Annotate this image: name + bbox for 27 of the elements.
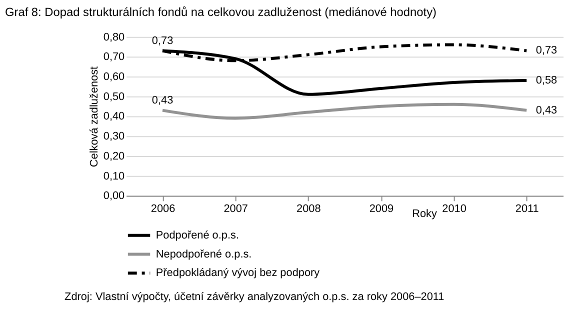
x-axis-title: Roky [412,208,438,220]
legend-label: Nepodpořené o.p.s. [156,248,252,260]
y-axis-title: Celková zadluženost [88,66,100,168]
data-label: 0,43 [152,94,174,106]
x-tick-label: 2010 [442,203,466,216]
y-tick-label: 0,60 [103,71,125,84]
text: Zdroj: Vlastní výpočty, účetní závěrky analyzovaných o.p.s. za roky 2006–2011 [64,290,444,303]
x-tick-label: 2007 [224,203,248,216]
data-label: 0,73 [152,34,174,47]
y-tick-label: 0,70 [103,51,125,64]
x-tick-label: 2011 [515,203,539,216]
x-tick-label: 2006 [150,203,176,216]
data-label: 0,73 [536,44,558,57]
data-label: 0,43 [536,104,558,116]
legend-label: Podpořené o.p.s. [156,229,239,242]
y-tick-label: 0,80 [103,31,125,44]
y-tick-label: 0,50 [103,90,125,103]
y-tick-label: 0,00 [103,190,125,202]
x-tick-label: 2009 [369,203,394,216]
y-tick-label: 0,20 [103,150,125,162]
legend-label: Předpokládaný vývoj bez podpory [156,267,320,280]
y-tick-label: 0,10 [103,170,125,182]
x-tick-label: 2008 [296,203,321,216]
y-tick-label: 0,40 [103,110,125,123]
chart-title: Graf 8: Dopad strukturálních fondů na celkovou zadluženost (mediánové hodnoty) [4,4,437,19]
data-label: 0,58 [536,74,558,86]
y-tick-label: 0,30 [103,130,125,143]
